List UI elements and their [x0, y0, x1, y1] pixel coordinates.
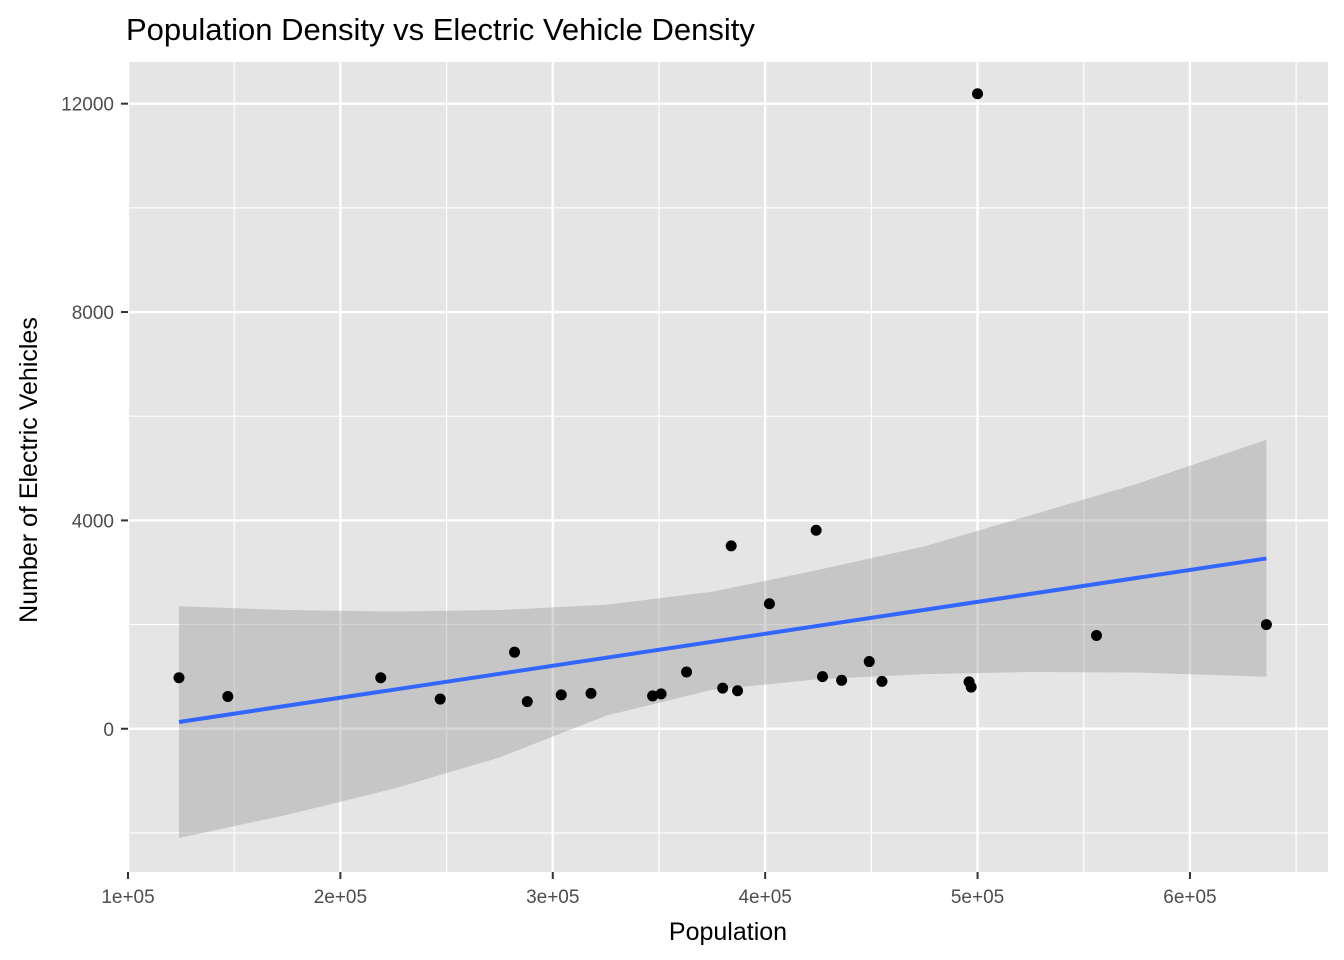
data-point [647, 690, 659, 702]
data-point [810, 524, 822, 536]
data-point [836, 674, 848, 686]
y-axis: 0 4000 8000 12000 [61, 95, 128, 741]
data-point [375, 672, 387, 684]
data-point [817, 671, 829, 683]
data-point [1260, 619, 1272, 631]
data-point [863, 656, 875, 668]
data-point [434, 693, 446, 705]
data-point [732, 685, 744, 697]
y-tick-label: 8000 [72, 303, 114, 324]
chart-title: Population Density vs Electric Vehicle D… [126, 12, 755, 47]
data-point [173, 672, 185, 684]
x-tick-label: 4e+05 [738, 887, 791, 908]
data-point [972, 88, 984, 100]
y-tick-label: 0 [103, 720, 114, 741]
plot-panel [128, 62, 1328, 872]
data-point [585, 687, 597, 699]
data-points [173, 88, 1272, 708]
x-tick-label: 2e+05 [314, 887, 367, 908]
data-point [222, 690, 234, 702]
y-axis-title: Number of Electric Vehicles [15, 317, 43, 623]
data-point [555, 689, 567, 701]
x-tick-label: 6e+05 [1163, 887, 1216, 908]
y-tick-label: 12000 [61, 95, 114, 116]
data-point [763, 598, 775, 610]
minor-gridlines [128, 62, 1328, 872]
y-tick-label: 4000 [72, 511, 114, 532]
x-axis-title: Population [669, 918, 787, 946]
major-gridlines [126, 62, 1328, 872]
x-tick-label: 5e+05 [951, 887, 1004, 908]
data-point [1090, 630, 1102, 642]
data-point [509, 646, 521, 658]
regression-line [178, 556, 1267, 724]
data-point [521, 696, 533, 708]
data-point [876, 675, 888, 687]
x-tick-label: 3e+05 [526, 887, 579, 908]
data-point [655, 688, 667, 700]
data-point [681, 666, 693, 678]
data-point [717, 682, 729, 694]
x-axis: 1e+05 2e+05 3e+05 4e+05 5e+05 6e+05 [101, 872, 1217, 908]
data-point [725, 540, 737, 552]
x-tick-label: 1e+05 [101, 887, 154, 908]
data-point [965, 681, 977, 693]
